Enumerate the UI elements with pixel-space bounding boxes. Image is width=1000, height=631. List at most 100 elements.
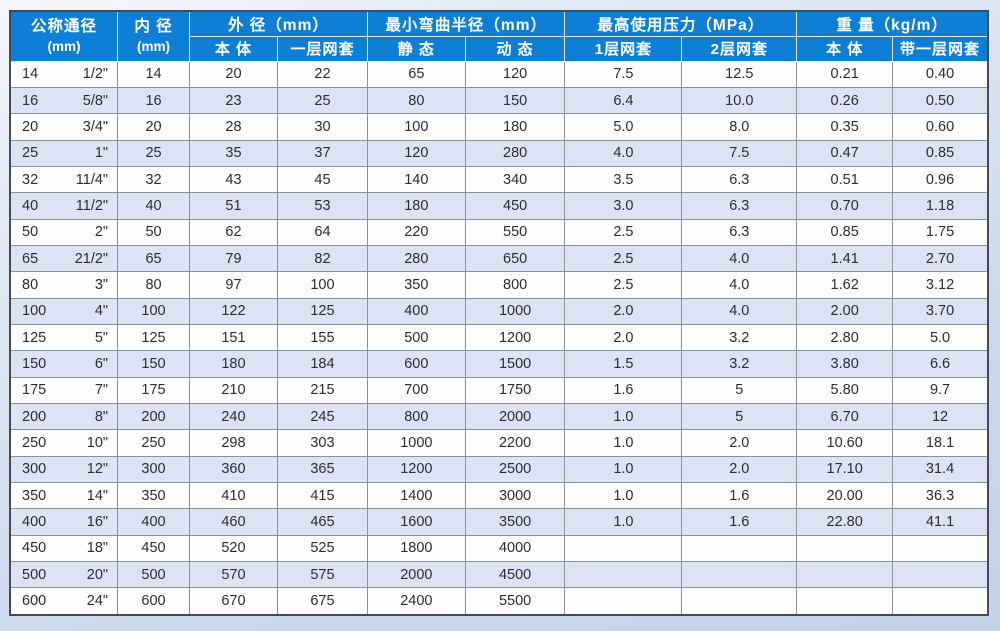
cell-nominal-diameter: 40 11/2" (9, 192, 119, 220)
cell-outer-one-braid: 525 (276, 534, 368, 563)
table-row: 600 24" 600 670 675 2400 5500 (9, 587, 989, 616)
cell-nominal-diameter: 150 6" (9, 350, 119, 378)
header-inner-diameter: 内 径 (mm) (117, 10, 190, 62)
cell-pressure-two-braid: 10.0 (681, 86, 798, 115)
header-weight-body: 本 体 (796, 35, 894, 62)
cell-nominal-diameter: 350 14" (9, 481, 119, 510)
cell-bend-dynamic: 1000 (464, 297, 566, 325)
cell-outer-body: 570 (188, 561, 278, 589)
header-nominal-diameter: 公称通径 (mm) (9, 10, 119, 62)
cell-outer-body: 51 (188, 192, 278, 220)
cell-outer-body: 20 (188, 60, 278, 88)
cell-bend-dynamic: 2500 (464, 455, 566, 484)
cell-outer-one-braid: 125 (276, 297, 368, 325)
nominal-inch-value: 10" (86, 434, 109, 451)
nominal-mm-value: 100 (22, 303, 47, 320)
cell-pressure-one-braid: 1.0 (564, 429, 683, 457)
cell-nominal-diameter: 14 1/2" (9, 60, 119, 88)
nominal-mm-value: 250 (22, 434, 47, 451)
cell-weight-body: 22.80 (796, 508, 894, 536)
cell-outer-body: 97 (188, 271, 278, 299)
cell-bend-dynamic: 280 (464, 139, 566, 167)
cell-pressure-two-braid: 5 (681, 402, 798, 431)
nominal-mm-value: 50 (22, 224, 39, 241)
cell-bend-static: 180 (366, 192, 466, 220)
header-inner-line2: (mm) (137, 38, 171, 54)
cell-outer-body: 520 (188, 534, 278, 563)
cell-bend-static: 2000 (366, 561, 466, 589)
cell-outer-one-braid: 245 (276, 402, 368, 431)
cell-weight-body: 0.47 (796, 139, 894, 167)
cell-weight-with-braid: 3.12 (892, 271, 989, 299)
nominal-mm-value: 32 (22, 171, 39, 188)
cell-bend-static: 280 (366, 244, 466, 273)
cell-nominal-diameter: 65 21/2" (9, 244, 119, 273)
cell-weight-with-braid: 0.50 (892, 86, 989, 115)
cell-outer-body: 79 (188, 244, 278, 273)
cell-weight-with-braid: 0.60 (892, 113, 989, 141)
cell-bend-static: 1200 (366, 455, 466, 484)
cell-weight-with-braid: 12 (892, 402, 989, 431)
cell-outer-one-braid: 415 (276, 481, 368, 510)
cell-inner-diameter: 14 (117, 60, 190, 88)
cell-pressure-one-braid (564, 561, 683, 589)
cell-weight-with-braid: 3.70 (892, 297, 989, 325)
cell-bend-dynamic: 4500 (464, 561, 566, 589)
cell-inner-diameter: 65 (117, 244, 190, 273)
cell-pressure-two-braid: 8.0 (681, 113, 798, 141)
nominal-inch-value: 6" (94, 355, 109, 372)
cell-outer-one-braid: 155 (276, 323, 368, 352)
nominal-inch-value: 5" (94, 329, 109, 346)
cell-weight-with-braid: 0.40 (892, 60, 989, 88)
cell-inner-diameter: 200 (117, 402, 190, 431)
cell-pressure-two-braid: 3.2 (681, 323, 798, 352)
nominal-mm-value: 20 (22, 118, 39, 135)
cell-bend-dynamic: 1500 (464, 350, 566, 378)
nominal-mm-value: 16 (22, 92, 39, 109)
table-row: 50 2" 50 62 64 220 550 2.5 6.3 0.85 1.75 (9, 218, 989, 246)
cell-pressure-one-braid (564, 534, 683, 563)
cell-pressure-one-braid: 6.4 (564, 86, 683, 115)
table-row: 65 21/2" 65 79 82 280 650 2.5 4.0 1.41 2.70 (9, 244, 989, 273)
header-group-weight: 重 量（kg/m） (796, 10, 989, 37)
nominal-inch-value: 11/2" (75, 197, 109, 214)
cell-outer-body: 240 (188, 402, 278, 431)
cell-weight-body: 2.80 (796, 323, 894, 352)
nominal-mm-value: 300 (22, 461, 47, 478)
cell-outer-one-braid: 53 (276, 192, 368, 220)
nominal-mm-value: 500 (22, 566, 47, 583)
header-bend-dynamic: 动 态 (464, 35, 566, 62)
cell-bend-dynamic: 1750 (464, 376, 566, 404)
cell-pressure-one-braid: 2.0 (564, 297, 683, 325)
header-group-max-pressure: 最高使用压力（MPa） (564, 10, 798, 37)
cell-pressure-two-braid: 6.3 (681, 218, 798, 246)
cell-bend-dynamic: 650 (464, 244, 566, 273)
nominal-inch-value: 1/2" (82, 66, 109, 83)
cell-nominal-diameter: 200 8" (9, 402, 119, 431)
cell-outer-body: 460 (188, 508, 278, 536)
cell-bend-static: 65 (366, 60, 466, 88)
cell-bend-dynamic: 2200 (464, 429, 566, 457)
cell-inner-diameter: 50 (117, 218, 190, 246)
nominal-inch-value: 1" (94, 145, 109, 162)
cell-pressure-two-braid (681, 534, 798, 563)
cell-weight-with-braid: 9.7 (892, 376, 989, 404)
table-row: 80 3" 80 97 100 350 800 2.5 4.0 1.62 3.12 (9, 271, 989, 299)
cell-nominal-diameter: 32 11/4" (9, 165, 119, 194)
cell-pressure-two-braid: 4.0 (681, 297, 798, 325)
nominal-inch-value: 11/4" (75, 171, 109, 188)
cell-outer-body: 410 (188, 481, 278, 510)
cell-weight-body: 1.62 (796, 271, 894, 299)
cell-outer-one-braid: 303 (276, 429, 368, 457)
cell-weight-body: 3.80 (796, 350, 894, 378)
cell-outer-body: 210 (188, 376, 278, 404)
cell-bend-static: 1600 (366, 508, 466, 536)
cell-bend-static: 220 (366, 218, 466, 246)
cell-inner-diameter: 500 (117, 561, 190, 589)
cell-pressure-one-braid: 2.0 (564, 323, 683, 352)
table-row: 150 6" 150 180 184 600 1500 1.5 3.2 3.80 6.6 (9, 350, 989, 378)
cell-pressure-two-braid (681, 587, 798, 616)
nominal-inch-value: 7" (94, 382, 109, 399)
cell-nominal-diameter: 25 1" (9, 139, 119, 167)
cell-outer-one-braid: 64 (276, 218, 368, 246)
